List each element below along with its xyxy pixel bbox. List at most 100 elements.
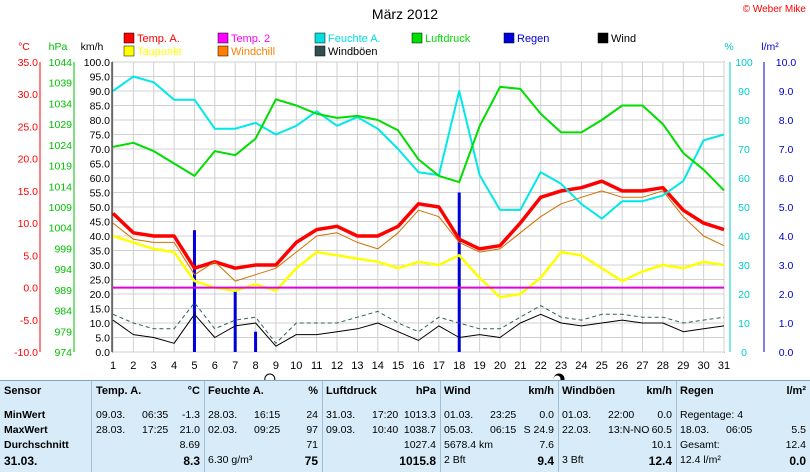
day-label: 15 bbox=[392, 360, 404, 372]
stats-row: 22.03. 13:N-NO 60.5 bbox=[562, 424, 672, 437]
wind-tick-label: 90.0 bbox=[90, 86, 111, 98]
humidity-tick-label: 20 bbox=[738, 289, 750, 301]
rain-tick-label: 9.0 bbox=[779, 86, 794, 98]
stats-sensor-column: Sensor MinWert MaxWert Durchschnitt 31.0… bbox=[0, 381, 92, 472]
temp-tick-label: -10.0 bbox=[14, 347, 38, 359]
day-label: 6 bbox=[212, 360, 218, 372]
pressure-tick-label: 1009 bbox=[49, 202, 73, 214]
chart-title: März 2012 bbox=[372, 6, 438, 22]
day-label: 30 bbox=[698, 360, 710, 372]
stats-row-label-avg: Durchschnitt bbox=[4, 439, 69, 451]
legend-label: Windchill bbox=[231, 46, 275, 58]
stats-value: 8.69 bbox=[179, 439, 200, 451]
wind-tick-label: 50.0 bbox=[90, 202, 111, 214]
wind-tick-label: 10.0 bbox=[90, 318, 111, 330]
moon-phase-highlight bbox=[553, 375, 561, 380]
stats-date: 01.03. bbox=[562, 409, 592, 421]
legend-swatch bbox=[314, 45, 326, 57]
day-label: 3 bbox=[151, 360, 157, 372]
stats-value: 1013.3 bbox=[403, 409, 436, 421]
pressure-tick-label: 1004 bbox=[49, 223, 73, 235]
stats-time: 06:15 bbox=[490, 424, 517, 436]
rain-tick-label: 2.0 bbox=[779, 289, 794, 301]
stats-divider bbox=[322, 381, 323, 472]
legend-label: Temp. A. bbox=[137, 33, 180, 45]
stats-date: 18.03. bbox=[680, 424, 710, 436]
stats-row: 01.03. 23:25 0.0 bbox=[444, 409, 554, 422]
day-label: 26 bbox=[616, 360, 628, 372]
stats-wind-unit: km/h bbox=[528, 385, 554, 397]
rain-bar bbox=[233, 291, 237, 352]
rain-bar bbox=[192, 230, 196, 352]
wind-tick-label: 40.0 bbox=[90, 231, 111, 243]
wind-tick-label: 25.0 bbox=[90, 275, 111, 287]
day-label: 8 bbox=[253, 360, 259, 372]
stats-divider bbox=[558, 381, 559, 472]
stats-pressure-column: Luftdruck hPa 31.03. 17:20 1013.3 09.03. 10:40… bbox=[322, 381, 440, 472]
stats-value: 0.0 bbox=[539, 409, 554, 421]
day-label: 7 bbox=[232, 360, 238, 372]
wind-tick-label: 55.0 bbox=[90, 188, 111, 200]
stats-humidity-column: Feuchte A.% 28.03. 16:15 24 02.03. 09:25 97 71 6… bbox=[204, 381, 322, 472]
legend-label: Regen bbox=[517, 33, 549, 45]
statistics-panel: Sensor MinWert MaxWert Durchschnitt 31.0… bbox=[0, 380, 810, 472]
stats-pressure-title: Luftdruck bbox=[326, 385, 377, 397]
stats-date: 28.03. bbox=[96, 424, 126, 436]
stats-value: 9.4 bbox=[537, 454, 554, 468]
day-label: 12 bbox=[331, 360, 343, 372]
stats-divider bbox=[676, 381, 677, 472]
stats-date: 3 Bft bbox=[562, 454, 584, 466]
stats-value: 10.1 bbox=[651, 439, 672, 451]
stats-wind-column: Wind km/h 01.03. 23:25 0.0 05.03. 06:15 S 24.9 5… bbox=[440, 381, 558, 472]
stats-rain-column: Regen l/m² Regentage: 4 18.03. 06:05 5.5 Gesam… bbox=[676, 381, 810, 472]
temp-tick-label: 30.0 bbox=[18, 89, 39, 101]
legend-swatch bbox=[503, 32, 515, 44]
stats-value: 12.4 bbox=[648, 454, 672, 468]
day-label: 23 bbox=[555, 360, 567, 372]
right-axes: 100908070605040302010010.09.08.07.06.05.… bbox=[729, 57, 796, 359]
day-label: 22 bbox=[535, 360, 547, 372]
moon-markers bbox=[264, 373, 565, 380]
humidity-tick-label: 60 bbox=[738, 173, 750, 185]
humidity-tick-label: 90 bbox=[738, 86, 750, 98]
rain-tick-label: 5.0 bbox=[779, 202, 794, 214]
day-label: 31 bbox=[718, 360, 730, 372]
legend-label: Taupunkt bbox=[137, 46, 182, 58]
legend-swatch bbox=[411, 32, 423, 44]
wind-tick-label: 95.0 bbox=[90, 72, 111, 84]
stats-value: 60.5 bbox=[651, 424, 672, 436]
series-line-wind bbox=[112, 313, 725, 347]
stats-date: Regentage: 4 bbox=[680, 409, 744, 421]
rain-tick-label: 1.0 bbox=[779, 318, 794, 330]
humidity-tick-label: 40 bbox=[738, 231, 750, 243]
day-label: 24 bbox=[575, 360, 587, 372]
day-label: 16 bbox=[412, 360, 424, 372]
stats-date: 01.03. bbox=[444, 409, 474, 421]
left-axes: 35.0 30.0 25.0 20.0 15.0 10.0 5.0 0.0 -5.0 -10.0 1… bbox=[14, 57, 113, 359]
temp-tick-label: 15.0 bbox=[18, 186, 39, 198]
temp-tick-label: 0.0 bbox=[23, 283, 38, 295]
stats-row: 09.03. 06:35 -1.3 bbox=[96, 409, 200, 422]
stats-date: 5678.4 km bbox=[444, 439, 494, 451]
day-label: 14 bbox=[372, 360, 384, 372]
stats-wind-header: Wind km/h bbox=[444, 385, 554, 399]
stats-current-row: 12.4 l/m² 0.0 bbox=[680, 454, 806, 468]
pressure-tick-label: 1019 bbox=[49, 161, 73, 173]
stats-time: 16:15 bbox=[254, 409, 281, 421]
temp-tick-label: 5.0 bbox=[23, 250, 38, 262]
legend-swatch bbox=[314, 32, 326, 44]
stats-date: 09.03. bbox=[96, 409, 126, 421]
pressure-tick-label: 1024 bbox=[49, 140, 73, 152]
series-lines bbox=[111, 75, 725, 347]
rain-unit-label: l/m² bbox=[761, 41, 779, 53]
pressure-tick-label: 1029 bbox=[49, 119, 73, 131]
stats-gusts-title: Windböen bbox=[562, 385, 616, 397]
stats-current-row: 2 Bft 9.4 bbox=[444, 454, 554, 468]
pressure-tick-label: 999 bbox=[54, 243, 72, 255]
stats-row-label-max: MaxWert bbox=[4, 424, 48, 436]
legend-label: Temp. 2 bbox=[231, 33, 270, 45]
day-label: 2 bbox=[130, 360, 136, 372]
rain-bar bbox=[457, 192, 461, 352]
stats-date: 02.03. bbox=[208, 424, 238, 436]
stats-humidity-header: Feuchte A.% bbox=[208, 385, 318, 399]
